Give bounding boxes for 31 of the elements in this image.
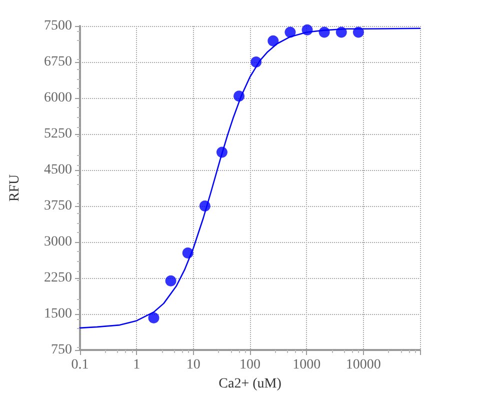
point — [302, 24, 313, 36]
point — [199, 200, 210, 212]
x-axis-title: Ca2+ (uM) — [218, 376, 282, 392]
y-tick-label: 3750 — [44, 198, 72, 214]
point — [216, 146, 228, 158]
y-axis-title: RFU — [8, 174, 22, 202]
x-tick-label: 0.1 — [71, 358, 89, 372]
y-tick-label: 6000 — [44, 90, 72, 106]
y-tick-label: 6750 — [44, 54, 72, 70]
x-tick-label: 10 — [186, 358, 200, 372]
point — [336, 26, 347, 38]
point — [352, 26, 364, 38]
y-tick-label: 2250 — [44, 270, 72, 286]
point — [284, 26, 296, 38]
y-tick-label: 7500 — [44, 18, 72, 34]
point — [234, 90, 245, 102]
point — [268, 35, 279, 46]
y-tick-label: 4500 — [44, 162, 72, 178]
point — [148, 312, 160, 324]
y-tick-label: 5250 — [44, 126, 72, 142]
point — [182, 248, 194, 259]
x-tick-label: 10000 — [346, 358, 381, 372]
y-tick-label: 750 — [51, 342, 72, 358]
point — [250, 56, 262, 68]
x-tick-label: 1000 — [292, 358, 321, 372]
y-tick-label: 1500 — [44, 306, 72, 322]
x-tick-label: 1 — [133, 358, 140, 372]
point — [318, 26, 330, 38]
x-tick-label: 100 — [240, 358, 260, 372]
y-tick-label: 3000 — [44, 234, 72, 250]
point — [165, 275, 176, 286]
